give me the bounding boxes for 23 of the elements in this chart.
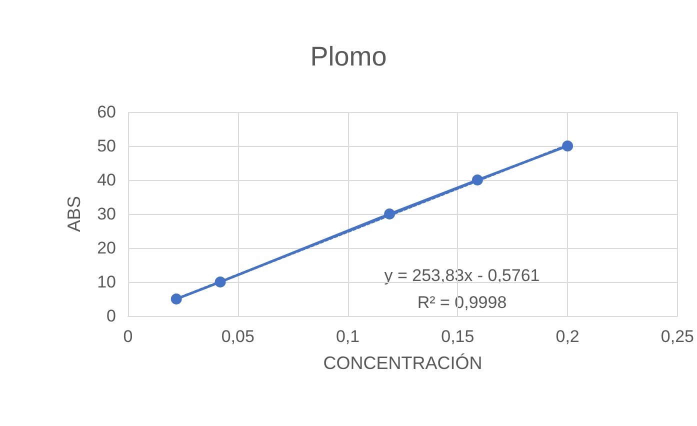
y-axis-title: ABS [64, 196, 84, 232]
x-tick-label: 0,2 [556, 327, 580, 346]
y-tick-label: 20 [97, 238, 116, 258]
x-tick-label: 0 [123, 327, 133, 346]
y-tick-label: 60 [97, 102, 116, 122]
point [472, 174, 483, 186]
x-tick-label: 0,05 [221, 327, 254, 346]
y-tick-label: 0 [106, 306, 116, 326]
point [562, 140, 574, 152]
y-tick-label: 30 [97, 204, 116, 224]
chart-title: Plomo [310, 42, 387, 72]
point [170, 294, 182, 304]
x-tick-label: 0,15 [441, 327, 474, 346]
x-tick-label: 0,25 [660, 327, 694, 346]
point [214, 276, 226, 288]
y-tick-label: 40 [97, 170, 116, 190]
x-tick-label: 0,1 [336, 327, 360, 346]
x-axis-title: CONCENTRACIÓN [323, 353, 482, 373]
y-tick-label: 50 [97, 136, 116, 156]
annotation: R² = 0,9998 [417, 293, 507, 312]
y-tick-label: 10 [97, 272, 116, 292]
point [384, 208, 396, 220]
annotation: y = 253,83x - 0,5761 [384, 266, 540, 285]
